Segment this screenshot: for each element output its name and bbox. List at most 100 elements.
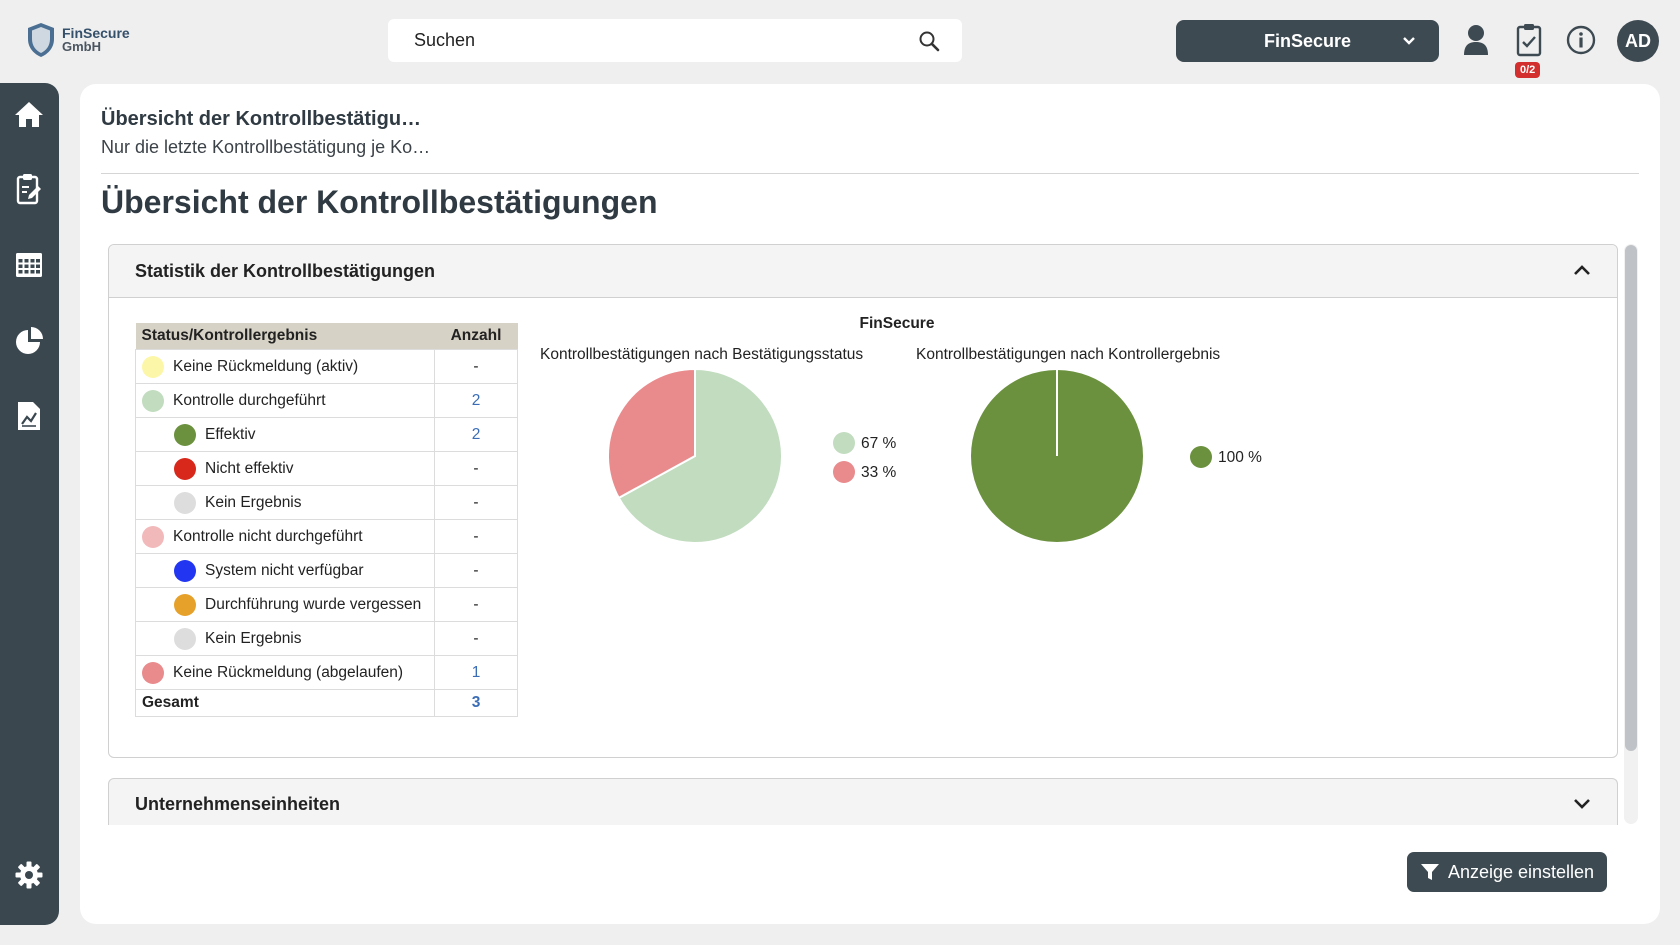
status-label-wrap: Durchführung wurde vergessen [142, 593, 428, 616]
panel-units-title: Unternehmenseinheiten [135, 794, 341, 814]
logo-text: FinSecure GmbH [62, 26, 130, 54]
table-row: Keine Rückmeldung (aktiv) - [135, 349, 518, 384]
status-label: Nicht effektiv [205, 459, 294, 477]
status-cell: Durchführung wurde vergessen [135, 587, 435, 622]
tasks-badge: 0/2 [1515, 62, 1541, 78]
report-icon [18, 402, 40, 430]
count-cell: - [434, 349, 518, 384]
tenant-select[interactable]: FinSecure [1176, 20, 1439, 62]
status-label-wrap: Kein Ergebnis [142, 627, 428, 650]
shield-logo-icon [28, 23, 54, 57]
avatar-initials: AD [1625, 30, 1651, 51]
status-cell: Effektiv [135, 417, 435, 452]
status-label-wrap: System nicht verfügbar [142, 559, 428, 582]
company-logo[interactable]: FinSecure GmbH [26, 22, 130, 58]
count-cell[interactable]: 1 [434, 655, 518, 690]
scrollbar-thumb[interactable] [1625, 245, 1637, 751]
sidebar-item-calendar[interactable] [14, 250, 44, 280]
count-cell[interactable]: 2 [434, 383, 518, 418]
status-label: Kein Ergebnis [205, 629, 302, 647]
count-cell: - [434, 621, 518, 656]
legend-label: 100 % [1218, 449, 1262, 466]
chevron-up-icon[interactable] [1573, 263, 1591, 277]
task-edit-icon [16, 174, 41, 205]
legend-marker [1190, 446, 1212, 468]
panel-statistics-header[interactable]: Statistik der Kontrollbestätigungen [109, 245, 1617, 298]
pie-slice [617, 367, 783, 544]
status-label-wrap: Keine Rückmeldung (aktiv) [142, 355, 428, 378]
table-row: System nicht verfügbar - [135, 553, 518, 588]
sidebar-item-settings[interactable] [14, 860, 44, 890]
count-cell: - [434, 451, 518, 486]
sidebar-item-tasks[interactable] [14, 174, 44, 205]
column-header-status: Status/Kontrollergebnis [135, 323, 435, 350]
status-label-wrap: Kontrolle durchgeführt [142, 389, 428, 412]
sidebar-item-reports[interactable] [14, 401, 44, 431]
total-count[interactable]: 3 [434, 689, 518, 717]
status-dot-icon [142, 661, 164, 684]
legend-marker [833, 461, 855, 483]
column-header-count: Anzahl [434, 323, 518, 350]
status-cell: System nicht verfügbar [135, 553, 435, 588]
table-row: Effektiv 2 [135, 417, 518, 452]
avatar[interactable]: AD [1617, 20, 1659, 62]
search-input[interactable]: Suchen [388, 19, 962, 62]
chevron-down-icon[interactable] [1573, 797, 1591, 811]
legend-marker [833, 432, 855, 454]
status-cell: Kein Ergebnis [135, 485, 435, 520]
legend-label: 33 % [861, 464, 897, 481]
breadcrumb-title: Übersicht der Kontrollbestätigu… [101, 108, 422, 130]
status-dot-icon [142, 525, 164, 548]
page-title: Übersicht der Kontrollbestätigungen [101, 184, 658, 220]
status-label: System nicht verfügbar [205, 561, 364, 579]
clipboard-check-icon[interactable] [1515, 22, 1543, 58]
sidebar [0, 83, 59, 925]
status-dot-icon [174, 593, 196, 616]
chart-subtitle: Kontrollbestätigungen nach Bestätigungss… [540, 346, 863, 363]
chevron-down-icon [1403, 37, 1415, 45]
sidebar-item-home[interactable] [14, 99, 44, 129]
panel-statistics-title: Statistik der Kontrollbestätigungen [135, 261, 436, 281]
pie-slice [607, 367, 696, 500]
status-dot-icon [142, 355, 164, 378]
table-row: Kontrolle durchgeführt 2 [135, 383, 518, 418]
info-icon[interactable] [1566, 25, 1596, 55]
status-label: Keine Rückmeldung (abgelaufen) [173, 663, 404, 681]
status-cell: Keine Rückmeldung (abgelaufen) [135, 655, 435, 690]
status-label: Durchführung wurde vergessen [205, 595, 422, 613]
status-cell: Kontrolle durchgeführt [135, 383, 435, 418]
status-label-wrap: Keine Rückmeldung (abgelaufen) [142, 661, 428, 684]
breadcrumb-subtitle: Nur die letzte Kontrollbestätigung je Ko… [101, 137, 431, 157]
count-cell: - [434, 519, 518, 554]
calendar-icon [16, 253, 42, 277]
status-dot-icon [174, 559, 196, 582]
status-label-wrap: Effektiv [142, 423, 428, 446]
legend-label: 67 % [861, 435, 897, 452]
status-cell: Kein Ergebnis [135, 621, 435, 656]
total-label: Gesamt [135, 689, 435, 717]
chart-title: FinSecure [860, 315, 935, 332]
status-label-wrap: Nicht effektiv [142, 457, 428, 480]
filter-button-label: Anzeige einstellen [1447, 861, 1595, 882]
home-icon [15, 102, 43, 127]
tenant-label: FinSecure [1263, 30, 1352, 51]
filter-icon [1420, 864, 1439, 880]
user-icon[interactable] [1463, 23, 1489, 57]
logo-line2: GmbH [62, 39, 101, 54]
table-total-row: Gesamt 3 [135, 689, 518, 717]
status-label: Effektiv [205, 425, 256, 443]
search-placeholder: Suchen [414, 30, 476, 50]
panel-units-header[interactable]: Unternehmenseinheiten [108, 778, 1618, 825]
table-row: Kein Ergebnis - [135, 621, 518, 656]
status-dot-icon [174, 491, 196, 514]
filter-button[interactable]: Anzeige einstellen [1407, 852, 1607, 892]
search-icon[interactable] [918, 30, 940, 52]
status-label: Keine Rückmeldung (aktiv) [173, 357, 359, 375]
status-table: Status/Kontrollergebnis Anzahl Keine Rüc… [135, 323, 518, 717]
status-label: Kontrolle durchgeführt [173, 391, 326, 409]
sidebar-item-statistics[interactable] [14, 326, 44, 356]
table-row: Durchführung wurde vergessen - [135, 587, 518, 622]
table-row: Kontrolle nicht durchgeführt - [135, 519, 518, 554]
status-label: Kein Ergebnis [205, 493, 302, 511]
gear-icon [15, 861, 43, 889]
